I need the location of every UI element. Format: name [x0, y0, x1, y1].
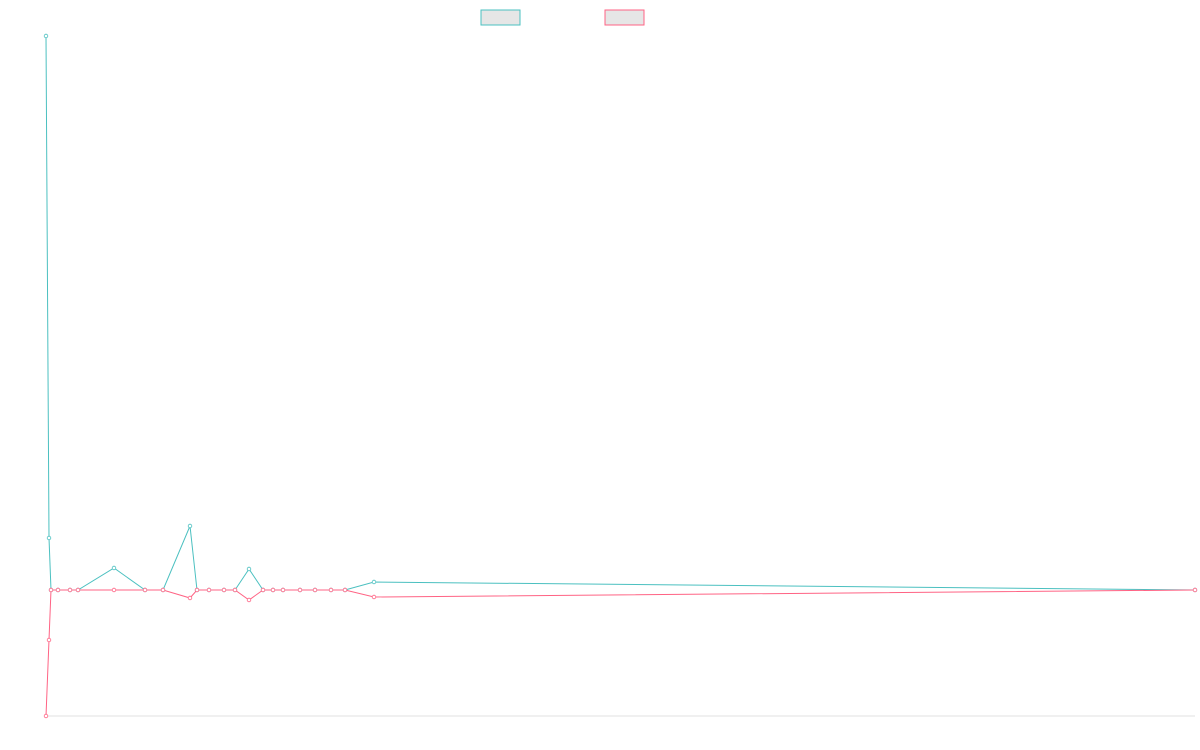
- data-point: [246, 597, 252, 603]
- data-point: [43, 33, 49, 39]
- data-point: [371, 579, 377, 585]
- data-point: [221, 587, 227, 593]
- series-line: [45, 589, 1196, 717]
- series-line: [45, 35, 1196, 591]
- data-point: [246, 566, 252, 572]
- data-point: [187, 523, 193, 529]
- data-point: [280, 587, 286, 593]
- data-point: [55, 587, 61, 593]
- data-point: [232, 587, 238, 593]
- data-point: [206, 587, 212, 593]
- data-point: [67, 587, 73, 593]
- legend-swatch[interactable]: [480, 9, 521, 26]
- data-point: [260, 587, 266, 593]
- data-point: [1192, 587, 1198, 593]
- data-point: [48, 587, 54, 593]
- data-point: [111, 565, 117, 571]
- data-point: [270, 587, 276, 593]
- legend-swatch[interactable]: [604, 9, 645, 26]
- data-point: [142, 587, 148, 593]
- data-point: [371, 594, 377, 600]
- data-point: [160, 587, 166, 593]
- data-point: [46, 637, 52, 643]
- data-point: [43, 713, 49, 719]
- data-point: [187, 595, 193, 601]
- data-point: [312, 587, 318, 593]
- data-point: [342, 587, 348, 593]
- data-point: [46, 535, 52, 541]
- data-point: [194, 587, 200, 593]
- data-point: [297, 587, 303, 593]
- data-point: [75, 587, 81, 593]
- data-point: [328, 587, 334, 593]
- data-point: [111, 587, 117, 593]
